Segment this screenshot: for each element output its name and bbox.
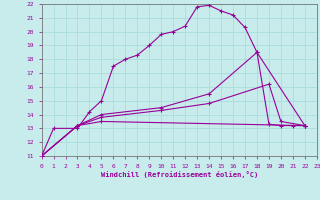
X-axis label: Windchill (Refroidissement éolien,°C): Windchill (Refroidissement éolien,°C) [100, 171, 258, 178]
